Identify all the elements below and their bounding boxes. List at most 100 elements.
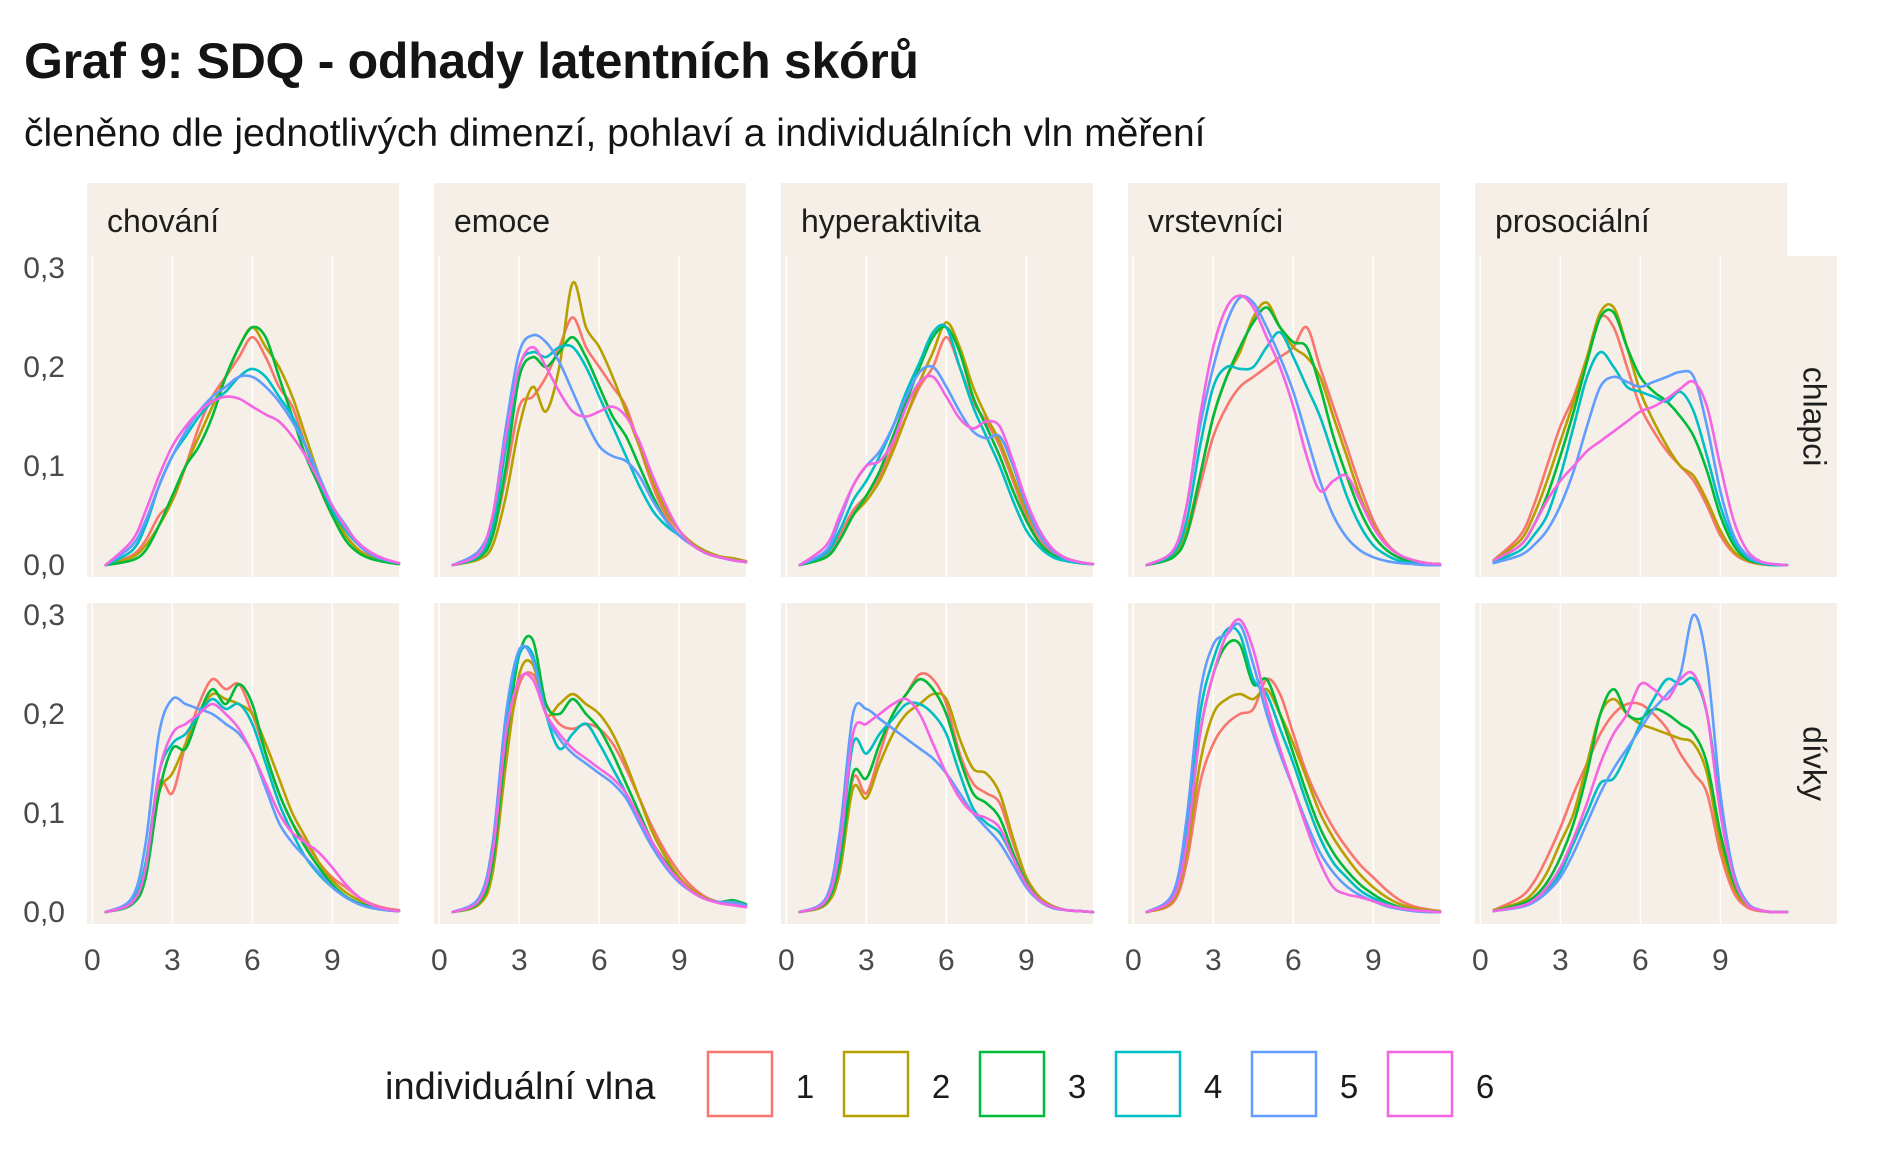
legend-key-swatch — [842, 1050, 910, 1118]
facet-strip-label: hyperaktivita — [801, 203, 981, 239]
chart-subtitle: členěno dle jednotlivých dimenzí, pohlav… — [24, 112, 1206, 155]
x-tick-label: 9 — [671, 944, 688, 977]
legend-label: 5 — [1340, 1068, 1358, 1105]
density-line-vrstevnici-chlapci-vlna-6 — [1145, 294, 1442, 567]
legend-label: 6 — [1476, 1068, 1494, 1105]
density-line-chovani-chlapci-vlna-6 — [104, 395, 401, 567]
x-tick-label: 3 — [164, 944, 181, 977]
y-tick-label: 0,3 — [23, 252, 65, 285]
row-strip-label: chlapci — [1797, 367, 1833, 467]
facet-strip-label: vrstevníci — [1148, 203, 1283, 239]
row-strip-chlapci: chlapci — [1787, 256, 1837, 577]
density-line-prosocialni-chlapci-vlna-4 — [1492, 350, 1789, 567]
y-tick-label: 0,2 — [23, 351, 65, 384]
density-line-emoce-chlapci-vlna-2 — [451, 281, 748, 567]
density-line-prosocialni-divky-vlna-1 — [1492, 701, 1789, 914]
legend: individuální vlna 1 2 3 4 5 6 — [385, 1050, 1494, 1118]
x-tick-label: 3 — [858, 944, 875, 977]
y-tick-label: 0,0 — [23, 549, 65, 582]
panel-hyperaktivita-chlapci — [781, 256, 1093, 577]
panel-prosocialni-divky — [1475, 603, 1787, 924]
legend-title: individuální vlna — [385, 1066, 656, 1108]
legend-label: 3 — [1068, 1068, 1086, 1105]
density-line-prosocialni-divky-vlna-2 — [1492, 697, 1789, 914]
panel-emoce-divky — [434, 603, 746, 924]
density-line-emoce-divky-vlna-6 — [451, 672, 748, 914]
legend-item-6: 6 — [1386, 1050, 1494, 1118]
y-tick-label: 0,3 — [23, 599, 65, 632]
density-line-vrstevnici-chlapci-vlna-3 — [1145, 306, 1442, 567]
panel-chovani-chlapci — [87, 256, 399, 577]
facet-strip-background — [87, 183, 399, 256]
legend-label: 1 — [796, 1068, 814, 1105]
facet-strip-background — [1128, 183, 1440, 256]
x-tick-label: 9 — [1712, 944, 1729, 977]
legend-item-3: 3 — [978, 1050, 1086, 1118]
x-tick-label: 9 — [1018, 944, 1035, 977]
density-line-hyperaktivita-chlapci-vlna-6 — [798, 374, 1095, 567]
legend-item-1: 1 — [706, 1050, 814, 1118]
density-line-vrstevnici-divky-vlna-6 — [1145, 618, 1442, 914]
density-line-chovani-divky-vlna-6 — [104, 702, 401, 914]
y-tick-label: 0,2 — [23, 698, 65, 731]
facet-strip-vrstevnici: vrstevníci — [1128, 183, 1440, 256]
y-tick-label: 0,0 — [23, 896, 65, 929]
x-tick-label: 9 — [1365, 944, 1382, 977]
x-tick-label: 0 — [1472, 944, 1489, 977]
x-tick-label: 6 — [244, 944, 261, 977]
panel-background — [87, 256, 399, 577]
facet-strip-background — [781, 183, 1093, 256]
facet-strip-chovani: chování — [87, 183, 399, 256]
facet-strip-label: emoce — [454, 203, 550, 239]
x-tick-label: 0 — [84, 944, 101, 977]
legend-item-2: 2 — [842, 1050, 950, 1118]
density-line-hyperaktivita-divky-vlna-2 — [798, 692, 1095, 914]
density-line-hyperaktivita-chlapci-vlna-4 — [798, 323, 1095, 567]
y-tick-label: 0,1 — [23, 450, 65, 483]
row-strip-label: dívky — [1797, 726, 1833, 801]
panel-background — [1475, 603, 1787, 924]
density-line-vrstevnici-chlapci-vlna-5 — [1145, 294, 1442, 567]
row-strip-background — [1787, 603, 1837, 924]
panel-vrstevnici-chlapci — [1128, 256, 1440, 577]
x-tick-label: 9 — [324, 944, 341, 977]
x-tick-label: 6 — [1632, 944, 1649, 977]
density-line-prosocialni-chlapci-vlna-5 — [1492, 369, 1789, 567]
density-line-vrstevnici-divky-vlna-1 — [1145, 677, 1442, 914]
density-line-prosocialni-chlapci-vlna-6 — [1492, 379, 1789, 567]
legend-key-swatch — [1250, 1050, 1318, 1118]
chart-title: Graf 9: SDQ - odhady latentních skórů — [24, 33, 919, 89]
panel-background — [434, 603, 746, 924]
facet-strip-prosocialni: prosociální — [1475, 183, 1787, 256]
panel-chovani-divky — [87, 603, 399, 924]
x-tick-label: 3 — [1205, 944, 1222, 977]
panel-background — [781, 256, 1093, 577]
density-line-chovani-chlapci-vlna-3 — [104, 325, 401, 567]
density-line-hyperaktivita-chlapci-vlna-3 — [798, 325, 1095, 567]
x-tick-label: 3 — [1552, 944, 1569, 977]
facet-strip-label: prosociální — [1495, 203, 1650, 239]
panel-prosocialni-chlapci — [1475, 256, 1787, 577]
density-line-hyperaktivita-divky-vlna-6 — [798, 697, 1095, 914]
density-line-vrstevnici-chlapci-vlna-4 — [1145, 330, 1442, 567]
legend-label: 2 — [932, 1068, 950, 1105]
legend-item-4: 4 — [1114, 1050, 1222, 1118]
facet-strip-hyperaktivita: hyperaktivita — [781, 183, 1093, 256]
facet-strip-background — [434, 183, 746, 256]
panel-background — [1475, 256, 1787, 577]
facet-strip-label: chování — [107, 203, 219, 239]
facet-strip-emoce: emoce — [434, 183, 746, 256]
legend-key-swatch — [706, 1050, 774, 1118]
legend-item-5: 5 — [1250, 1050, 1358, 1118]
legend-key-swatch — [1386, 1050, 1454, 1118]
density-line-emoce-chlapci-vlna-6 — [451, 345, 748, 567]
panel-background — [1128, 256, 1440, 577]
panel-background — [87, 603, 399, 924]
legend-label: 4 — [1204, 1068, 1222, 1105]
x-tick-label: 6 — [938, 944, 955, 977]
legend-key-swatch — [978, 1050, 1046, 1118]
x-tick-label: 0 — [778, 944, 795, 977]
x-tick-label: 3 — [511, 944, 528, 977]
row-strip-divky: dívky — [1787, 603, 1837, 924]
x-tick-label: 0 — [1125, 944, 1142, 977]
